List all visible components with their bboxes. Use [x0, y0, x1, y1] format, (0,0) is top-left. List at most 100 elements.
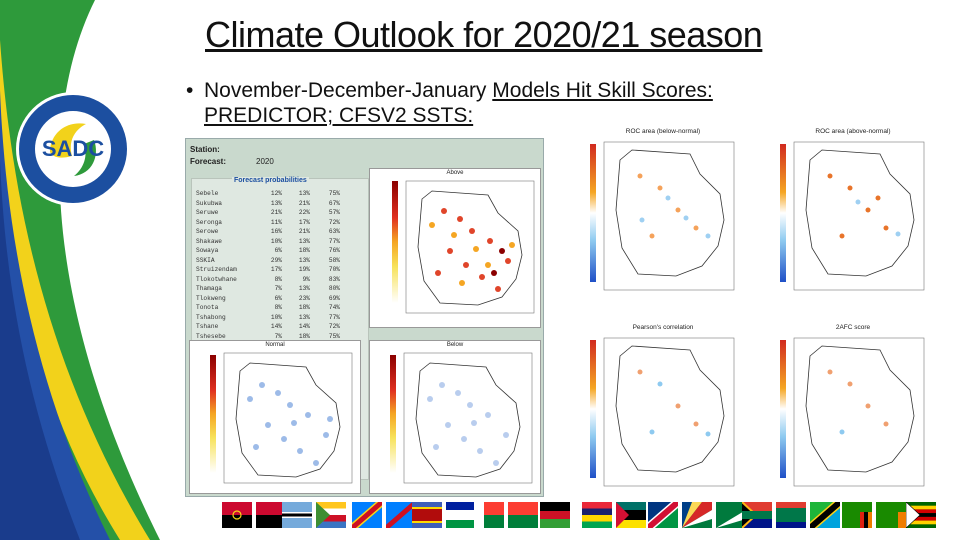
- station-name: Tshesebe: [196, 332, 226, 340]
- flag-south-africa-icon: [742, 502, 772, 528]
- table-row: Serowe 16% 21% 63%: [196, 227, 366, 237]
- flag-tanzania-icon: [810, 502, 840, 528]
- probability-value: 72%: [328, 323, 340, 330]
- probability-value: 11%: [270, 218, 282, 226]
- flag-south-africa-2-icon: [776, 502, 806, 528]
- station-name: Seronga: [196, 218, 222, 226]
- probability-value: 75%: [328, 190, 340, 197]
- flag-drc-2-icon: [386, 502, 416, 528]
- table-row: Tlokweng 6% 23% 69%: [196, 294, 366, 304]
- probability-value: 14%: [298, 323, 310, 330]
- probability-value: 16%: [270, 228, 282, 235]
- normal-map-plot: [210, 352, 353, 484]
- probability-value: 13%: [298, 237, 310, 245]
- station-label: Station:: [190, 145, 220, 154]
- flag-eswatini-icon: [412, 502, 442, 528]
- roc-below-label: ROC area (below-normal): [625, 128, 701, 135]
- flag-mozambique-icon: [616, 502, 646, 528]
- probability-value: 18%: [298, 247, 310, 254]
- station-name: Tonota: [196, 304, 219, 311]
- table-row: Seronga 11% 17% 72%: [196, 218, 366, 228]
- bullet-underlined-a: Models Hit Skill Scores:: [492, 79, 713, 102]
- probability-value: 57%: [328, 209, 340, 216]
- probability-value: 8%: [274, 275, 282, 283]
- probability-value: 21%: [270, 209, 282, 216]
- station-name: Tshabong: [196, 313, 226, 321]
- station-name: Sebele: [196, 190, 219, 197]
- station-name: Shakawe: [196, 237, 222, 245]
- station-name: Tshane: [196, 323, 219, 330]
- flag-mauritius-icon: [582, 502, 612, 528]
- flag-zambia-2-icon: [876, 502, 906, 528]
- probability-value: 69%: [328, 294, 340, 302]
- probability-value: 7%: [274, 285, 282, 292]
- above-map: Above: [369, 168, 541, 328]
- station-name: Tlokweng: [196, 294, 226, 302]
- pearson-label: Pearson's correlation: [632, 324, 694, 331]
- pearson-plot: [590, 337, 735, 487]
- above-map-plot: [392, 180, 535, 314]
- below-map-label: Below: [446, 342, 464, 348]
- table-row: Tshesebe 7% 18% 75%: [196, 332, 366, 342]
- probability-value: 14%: [270, 323, 282, 330]
- table-row: Sowaya 6% 18% 76%: [196, 246, 366, 256]
- roc-above-label: ROC area (above-normal): [815, 128, 891, 135]
- probability-value: 23%: [298, 294, 310, 302]
- station-name: SSKIA: [196, 256, 215, 264]
- flag-angola-icon: [222, 502, 252, 528]
- flag-seychelles-icon: [682, 502, 712, 528]
- probability-value: 70%: [328, 266, 340, 273]
- probability-value: 77%: [328, 237, 340, 245]
- table-row: Seruwe 21% 22% 57%: [196, 208, 366, 218]
- normal-map-label: Normal: [265, 342, 285, 348]
- probability-value: 13%: [298, 313, 310, 321]
- probability-value: 21%: [298, 228, 310, 235]
- probability-value: 6%: [274, 294, 282, 302]
- twoafc-plot: [780, 337, 925, 487]
- flag-angola-2-icon: [256, 502, 286, 528]
- station-name: Sowaya: [196, 247, 219, 254]
- flag-namibia-icon: [648, 502, 678, 528]
- bullet-underlined-b: PREDICTOR; CFSV2 SSTS:: [204, 104, 474, 127]
- bullet-part1: November-December-January: [204, 79, 493, 102]
- probability-value: 67%: [328, 199, 340, 207]
- table-row: Tshane 14% 14% 72%: [196, 322, 366, 332]
- twoafc-label: 2AFC score: [835, 324, 871, 331]
- station-name: Seruwe: [196, 209, 219, 216]
- probability-value: 21%: [298, 199, 310, 207]
- probability-value: 17%: [298, 218, 310, 226]
- forecast-panel: Station: Forecast: 2020 Forecast probabi…: [185, 138, 544, 497]
- flag-botswana-icon: [282, 502, 312, 528]
- probability-value: 17%: [270, 266, 282, 273]
- table-row: Tonota 8% 18% 74%: [196, 303, 366, 313]
- table-row: Tlokotwhane 8% 9% 83%: [196, 275, 366, 285]
- pearson-map: Pearson's correlation: [568, 322, 738, 492]
- probability-value: 63%: [328, 228, 340, 235]
- probability-value: 10%: [270, 237, 282, 245]
- probability-value: 8%: [274, 304, 282, 311]
- table-row: SSKIA 29% 13% 58%: [196, 256, 366, 266]
- roc-above-map: ROC area (above-normal): [758, 126, 928, 298]
- probability-value: 80%: [328, 285, 340, 292]
- table-row: Shakawe 10% 13% 77%: [196, 237, 366, 247]
- bullet-mark: •: [186, 79, 194, 102]
- probability-value: 72%: [328, 218, 340, 226]
- probability-value: 29%: [270, 256, 282, 264]
- probability-value: 58%: [328, 256, 340, 264]
- probability-value: 13%: [298, 256, 310, 264]
- station-name: Sukubwa: [196, 199, 222, 207]
- table-row: Struizendam 17% 19% 70%: [196, 265, 366, 275]
- table-row: Sukubwa 13% 21% 67%: [196, 199, 366, 209]
- slide-title: Climate Outlook for 2020/21 season: [205, 14, 763, 55]
- svg-text:SADC: SADC: [42, 136, 104, 161]
- twoafc-map: 2AFC score: [758, 322, 928, 492]
- sadc-logo: SADC: [16, 92, 130, 206]
- below-map: Below: [369, 340, 541, 494]
- probability-value: 13%: [298, 190, 310, 197]
- flag-madagascar-icon: [474, 502, 504, 528]
- table-row: Sebele 12% 13% 75%: [196, 189, 366, 199]
- probability-value: 76%: [328, 247, 340, 254]
- flag-comoros-icon: [316, 502, 346, 528]
- table-rows: Sebele 12% 13% 75% Sukubwa 13% 21% 67% Seruwe 21%…: [196, 189, 366, 360]
- station-name: Serowe: [196, 228, 219, 235]
